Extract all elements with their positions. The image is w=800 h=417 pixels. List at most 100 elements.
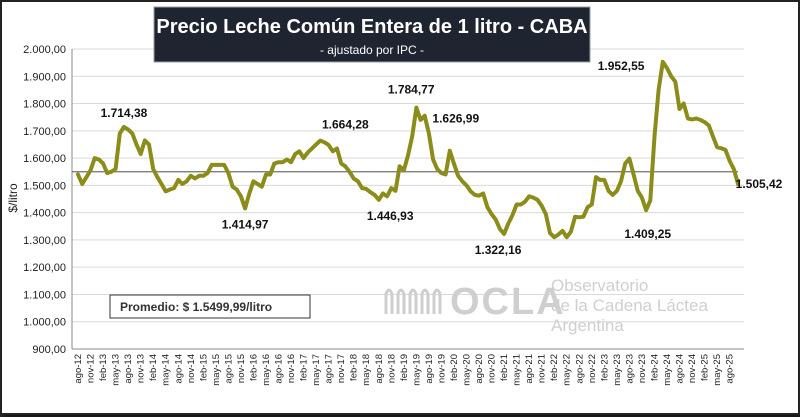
x-tick-label: ago-23 <box>624 354 635 384</box>
data-point <box>652 134 657 138</box>
x-tick-label: may-17 <box>311 354 322 386</box>
axis-ticks: 900,00 1.000,00 1.100,00 1.200,00 1.300,00 1.… <box>23 44 735 386</box>
data-point <box>527 194 531 198</box>
data-point <box>669 74 673 78</box>
data-point <box>540 204 544 208</box>
data-point <box>723 148 728 152</box>
data-point <box>289 160 293 164</box>
x-tick-label: ago-15 <box>223 354 234 384</box>
x-tick-label: feb-14 <box>148 354 159 381</box>
data-point <box>581 215 586 219</box>
data-point <box>352 176 356 181</box>
x-tick-label: nov-12 <box>86 354 97 383</box>
data-point <box>251 179 256 183</box>
annotations: 1.714,38 1.414,97 1.664,28 1.446,93 1.784,77… <box>101 59 783 257</box>
data-point <box>372 193 377 197</box>
x-tick-label: feb-25 <box>700 354 711 381</box>
data-point <box>577 215 581 219</box>
data-point <box>686 116 690 121</box>
data-point <box>502 232 506 236</box>
data-point <box>602 178 606 182</box>
average-legend-box: Promedio: $ 1.5499,99/litro <box>109 294 311 319</box>
chart-title: Precio Leche Común Entera de 1 litro - C… <box>156 16 587 38</box>
y-tick-label: 2.000,00 <box>23 44 66 56</box>
x-tick-label: may-19 <box>411 354 422 386</box>
data-point <box>389 186 393 190</box>
x-tick-label: may-13 <box>111 354 122 386</box>
title-box: Precio Leche Común Entera de 1 litro - C… <box>153 6 591 63</box>
data-point <box>118 131 122 136</box>
data-point <box>544 212 548 216</box>
data-point <box>640 196 644 200</box>
y-tick-label: 1.400,00 <box>23 208 66 220</box>
data-point <box>264 172 268 177</box>
data-point <box>702 120 707 124</box>
data-point <box>327 143 331 147</box>
data-point <box>690 117 694 121</box>
x-tick-label: may-16 <box>261 354 272 386</box>
x-tick-label: feb-17 <box>299 354 310 381</box>
y-tick-label: 900,00 <box>32 344 66 356</box>
y-tick-label: 1.600,00 <box>23 153 66 165</box>
y-axis-label: $/litro <box>6 183 20 213</box>
data-point <box>611 193 615 197</box>
data-point <box>594 175 598 179</box>
data-point <box>728 159 732 163</box>
data-point <box>226 171 230 175</box>
data-point <box>109 170 114 174</box>
data-point <box>552 235 556 239</box>
x-tick-label: feb-21 <box>499 354 510 381</box>
data-point <box>272 161 276 166</box>
x-tick-label: nov-16 <box>286 354 297 383</box>
logo-wave <box>396 288 406 314</box>
data-point <box>464 183 469 187</box>
x-tick-label: may-18 <box>361 354 372 386</box>
data-point <box>347 170 352 174</box>
x-tick-label: ago-16 <box>274 354 285 384</box>
data-point <box>473 193 477 197</box>
data-point <box>339 161 343 166</box>
data-point <box>281 160 285 164</box>
data-point <box>682 101 686 106</box>
data-point <box>456 174 460 178</box>
data-point <box>573 215 577 219</box>
data-point <box>657 88 661 92</box>
data-point <box>477 194 481 198</box>
data-point <box>247 191 251 196</box>
logo-wave <box>432 288 442 314</box>
data-point <box>435 167 439 171</box>
data-point <box>531 196 535 200</box>
data-point <box>134 142 139 147</box>
series-group <box>76 59 740 240</box>
data-point <box>93 156 97 160</box>
data-point <box>293 152 297 156</box>
data-point <box>101 161 105 166</box>
y-tick-label: 1.700,00 <box>23 126 66 138</box>
watermark-org-line3: Argentina <box>551 316 624 335</box>
data-point <box>168 187 172 192</box>
x-tick-label: ago-13 <box>123 354 134 384</box>
y-tick-label: 1.100,00 <box>23 289 66 301</box>
data-label: 1.322,16 <box>475 243 522 257</box>
logo-wave <box>408 288 418 314</box>
data-point <box>310 146 314 151</box>
data-label: 1.446,93 <box>367 209 414 223</box>
data-point <box>439 171 444 175</box>
y-tick-label: 1.800,00 <box>23 99 66 111</box>
x-tick-label: nov-23 <box>637 354 648 383</box>
data-point <box>719 146 723 150</box>
x-tick-label: nov-15 <box>236 354 247 383</box>
data-point <box>214 163 218 167</box>
x-tick-label: nov-24 <box>687 354 698 383</box>
data-point <box>469 189 473 193</box>
title-background <box>153 6 591 63</box>
data-point <box>631 172 636 177</box>
data-point <box>360 186 364 190</box>
x-tick-label: feb-22 <box>549 354 560 381</box>
data-point <box>147 142 151 147</box>
x-tick-label: may-24 <box>662 354 673 386</box>
data-point <box>510 213 515 217</box>
data-point <box>151 167 155 171</box>
data-label: 1.952,55 <box>598 59 645 73</box>
y-tick-label: 1.200,00 <box>23 262 66 274</box>
